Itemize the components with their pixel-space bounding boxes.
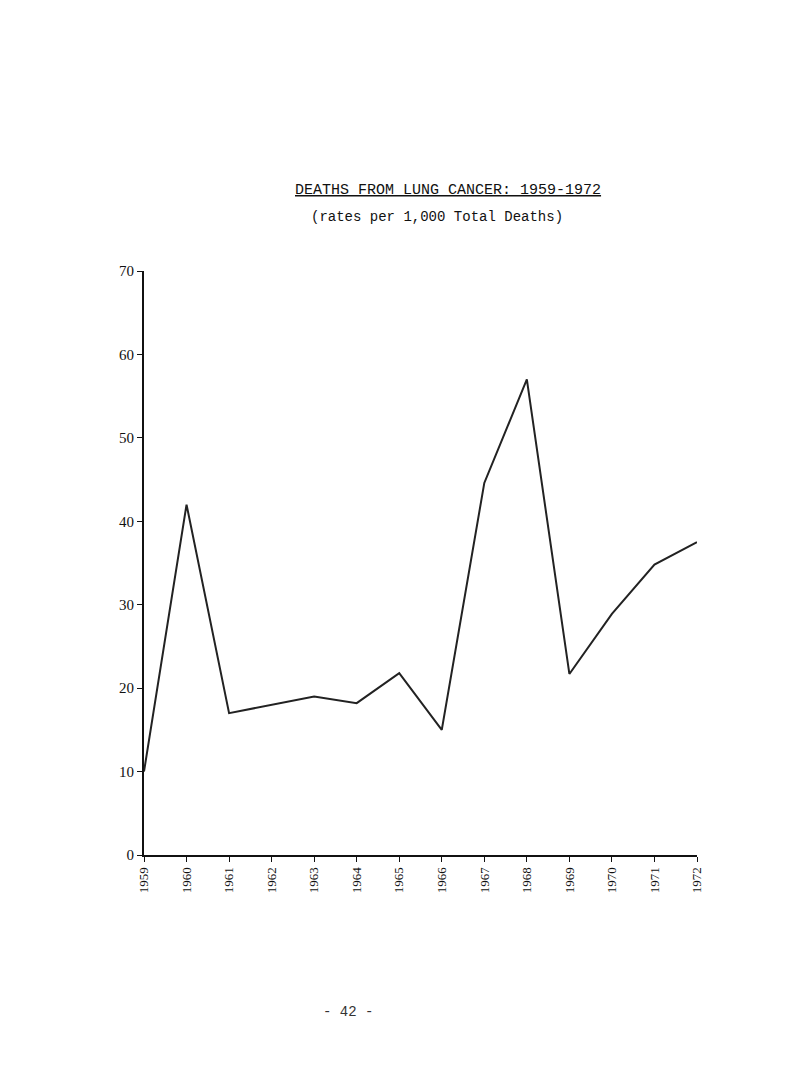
svg-text:- 42 -: - 42 -: [323, 1004, 373, 1020]
svg-text:1960: 1960: [179, 867, 194, 893]
svg-text:1972: 1972: [689, 867, 704, 893]
svg-text:1971: 1971: [647, 867, 662, 893]
svg-text:DEATHS FROM LUNG CANCER: 1959-: DEATHS FROM LUNG CANCER: 1959-1972: [295, 182, 601, 199]
svg-text:1968: 1968: [519, 867, 534, 893]
svg-text:1963: 1963: [306, 867, 321, 893]
svg-text:1964: 1964: [349, 867, 364, 894]
svg-text:10: 10: [119, 764, 134, 780]
svg-text:1965: 1965: [391, 867, 406, 893]
svg-text:(rates per 1,000 Total Deaths): (rates per 1,000 Total Deaths): [311, 209, 563, 225]
svg-text:70: 70: [119, 263, 134, 279]
svg-text:1969: 1969: [562, 867, 577, 893]
svg-text:1967: 1967: [477, 867, 492, 894]
svg-text:1970: 1970: [604, 867, 619, 893]
svg-text:50: 50: [119, 430, 134, 446]
svg-text:1961: 1961: [221, 867, 236, 893]
svg-text:1959: 1959: [136, 867, 151, 893]
svg-text:1962: 1962: [264, 867, 279, 893]
svg-text:30: 30: [119, 597, 134, 613]
svg-text:0: 0: [127, 847, 135, 863]
svg-text:1966: 1966: [434, 867, 449, 894]
svg-text:40: 40: [119, 514, 134, 530]
svg-text:20: 20: [119, 680, 134, 696]
svg-text:60: 60: [119, 347, 134, 363]
